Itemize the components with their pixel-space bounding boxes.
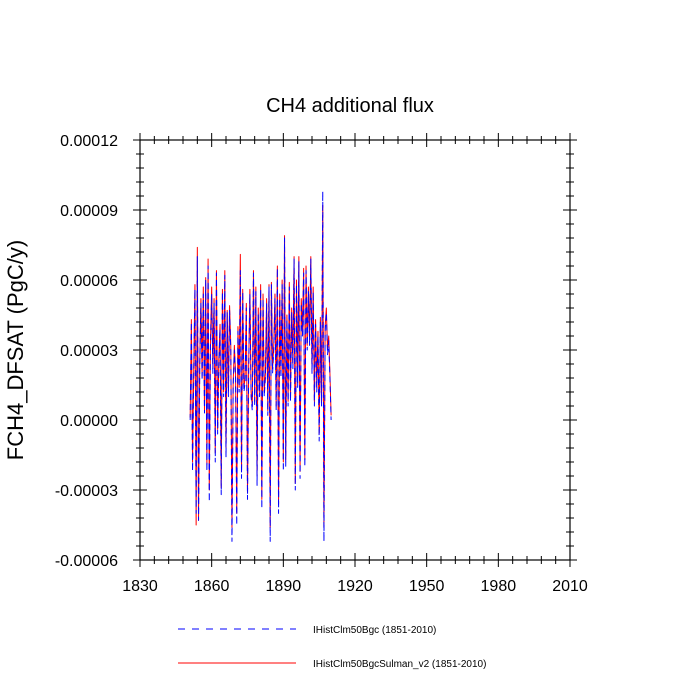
x-tick-label: 1860 xyxy=(194,578,230,595)
legend-label: IHistClm50Bgc (1851-2010) xyxy=(313,625,436,636)
series-layer xyxy=(189,190,332,542)
y-axis-ticks: -0.00006 -0.00003 0.00000 0.00003 0.00006 0.0… xyxy=(55,133,577,570)
x-tick-label: 1830 xyxy=(122,578,158,595)
legend: IHistClm50Bgc (1851-2010) IHistClm50BgcSu… xyxy=(178,625,486,670)
y-tick-label: -0.00006 xyxy=(55,553,118,570)
plot-area xyxy=(189,190,332,542)
legend-label: IHistClm50BgcSulman_v2 (1851-2010) xyxy=(313,659,486,670)
y-tick-label: 0.00000 xyxy=(60,413,118,430)
y-axis-label: FCH4_DFSAT (PgC/y) xyxy=(3,240,28,460)
y-tick-label: 0.00012 xyxy=(60,133,118,150)
y-tick-label: 0.00006 xyxy=(60,273,118,290)
series-line-bgc xyxy=(189,190,332,542)
x-tick-label: 1950 xyxy=(409,578,445,595)
x-tick-label: 2010 xyxy=(552,578,588,595)
x-tick-label: 1980 xyxy=(481,578,517,595)
y-tick-label: 0.00003 xyxy=(60,343,118,360)
chart-title: CH4 additional flux xyxy=(266,95,434,117)
y-tick-label: 0.00009 xyxy=(60,203,118,220)
series-line-bgc-sulman xyxy=(189,204,332,528)
x-axis-ticks: 1830 1860 1890 1920 1950 1980 2010 xyxy=(122,133,588,595)
x-tick-label: 1890 xyxy=(266,578,302,595)
x-tick-label: 1920 xyxy=(337,578,373,595)
plot-frame xyxy=(139,139,571,561)
y-tick-label: -0.00003 xyxy=(55,483,118,500)
